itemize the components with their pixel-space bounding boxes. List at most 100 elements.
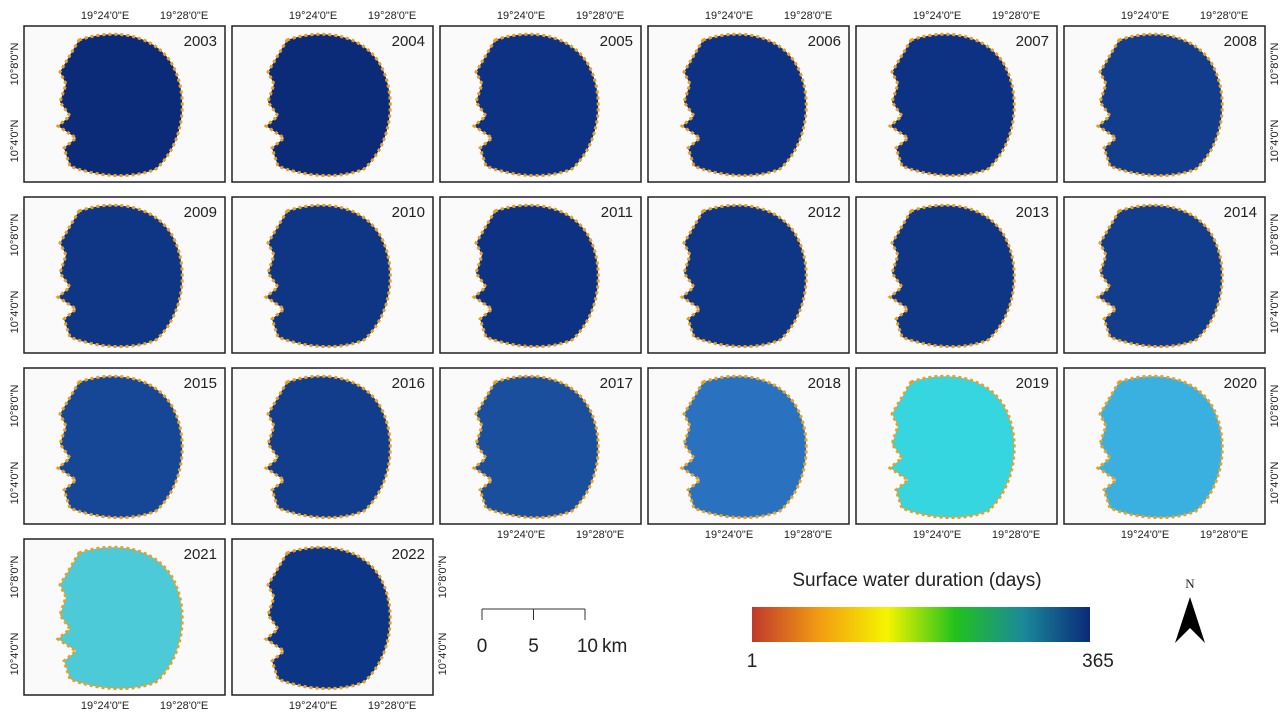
lat-label: 10°4'0"N [9,462,21,505]
lat-label: 10°4'0"N [9,633,21,676]
scale-label: 5 [528,636,539,657]
map-panel: 2003 19°24'0"E 19°28'0"E 10°8'0"N 10°4'0"N [9,10,226,183]
panel-year: 2016 [392,375,425,392]
lat-label: 10°8'0"N [437,556,449,599]
map-panel: 2009 10°8'0"N 10°4'0"N [9,196,226,354]
north-arrow [1175,597,1205,643]
lon-label: 19°28'0"E [784,10,832,22]
lat-label: 10°4'0"N [1269,462,1281,505]
panel-year: 2004 [392,33,425,50]
lake [1095,32,1224,178]
panel-year: 2013 [1016,204,1049,221]
lon-label: 19°28'0"E [368,10,416,22]
map-panel: 2010 [231,196,434,354]
map-panel: 2018 19°24'0"E 19°28'0"E [647,367,850,541]
lake [471,32,600,178]
lat-label: 10°4'0"N [437,633,449,676]
map-panel: 2011 [439,196,642,354]
legend-title: Surface water duration (days) [792,570,1041,591]
lon-label: 19°28'0"E [576,10,624,22]
panel-year: 2018 [808,375,841,392]
lon-label: 19°24'0"E [1121,10,1169,22]
map-panel: 2021 19°24'0"E 19°28'0"E 10°8'0"N 10°4'0"N [9,538,226,712]
lake [263,203,392,349]
scale-label: 10 [577,636,598,657]
panel-year: 2021 [184,546,217,563]
map-panel: 2014 10°8'0"N 10°4'0"N [1063,196,1281,354]
panel-year: 2003 [184,33,217,50]
lake [55,32,184,178]
panel-year: 2005 [600,33,633,50]
lon-label: 19°24'0"E [1121,529,1169,541]
lake [263,374,392,520]
lon-label: 19°28'0"E [1200,10,1248,22]
lake [1095,203,1224,349]
lat-label: 10°8'0"N [1269,385,1281,428]
lake [887,374,1016,520]
lake [887,32,1016,178]
map-panel: 2020 19°24'0"E 19°28'0"E 10°8'0"N 10°4'0"N [1063,367,1281,541]
scale-label: 0 [477,636,488,657]
legend-min: 1 [747,651,758,672]
panel-year: 2008 [1224,33,1257,50]
panel-year: 2011 [601,204,633,221]
map-panel: 2016 [231,367,434,525]
panel-year: 2017 [600,375,633,392]
lon-label: 19°24'0"E [913,529,961,541]
lat-label: 10°4'0"N [1269,291,1281,334]
lon-label: 19°28'0"E [992,529,1040,541]
map-panel: 2015 10°8'0"N 10°4'0"N [9,367,226,525]
map-panel: 2004 19°24'0"E 19°28'0"E [231,10,434,183]
map-panel: 2006 19°24'0"E 19°28'0"E [647,10,850,183]
lat-label: 10°8'0"N [9,43,21,86]
panel-year: 2020 [1224,375,1257,392]
lake [263,545,392,691]
lon-label: 19°24'0"E [497,529,545,541]
panel-year: 2009 [184,204,217,221]
lat-label: 10°8'0"N [9,385,21,428]
lat-label: 10°4'0"N [9,291,21,334]
lon-label: 19°24'0"E [497,10,545,22]
lon-label: 19°28'0"E [576,529,624,541]
legend-max: 365 [1082,651,1114,672]
lon-label: 19°24'0"E [913,10,961,22]
lon-label: 19°28'0"E [784,529,832,541]
lake [679,203,808,349]
panel-year: 2022 [392,546,425,563]
panel-year: 2010 [392,204,425,221]
lake [55,374,184,520]
map-panel: 2012 [647,196,850,354]
lake [679,32,808,178]
lon-label: 19°28'0"E [160,10,208,22]
lon-label: 19°28'0"E [160,700,208,712]
lake [679,374,808,520]
panel-year: 2007 [1016,33,1049,50]
panel-year: 2012 [808,204,841,221]
north-label: N [1185,576,1195,591]
lat-label: 10°8'0"N [1269,43,1281,86]
map-panel: 2007 19°24'0"E 19°28'0"E [855,10,1058,183]
lake [471,203,600,349]
lake [1095,374,1224,520]
legend-colorbar [752,607,1090,642]
lon-label: 19°24'0"E [705,10,753,22]
lon-label: 19°24'0"E [81,10,129,22]
lon-label: 19°28'0"E [1200,529,1248,541]
lon-label: 19°24'0"E [289,700,337,712]
panel-year: 2006 [808,33,841,50]
panel-year: 2019 [1016,375,1049,392]
map-panel: 2013 [855,196,1058,354]
lake [55,203,184,349]
lat-label: 10°8'0"N [9,556,21,599]
lake [263,32,392,178]
scale-unit: km [602,636,627,657]
lat-label: 10°4'0"N [1269,120,1281,163]
lat-label: 10°8'0"N [9,214,21,257]
map-panel: 2008 19°24'0"E 19°28'0"E 10°8'0"N 10°4'0"N [1063,10,1281,183]
lon-label: 19°28'0"E [992,10,1040,22]
map-panel: 2017 19°24'0"E 19°28'0"E [439,367,642,541]
lake [55,545,184,691]
map-panel: 2019 19°24'0"E 19°28'0"E [855,367,1058,541]
lake [887,203,1016,349]
